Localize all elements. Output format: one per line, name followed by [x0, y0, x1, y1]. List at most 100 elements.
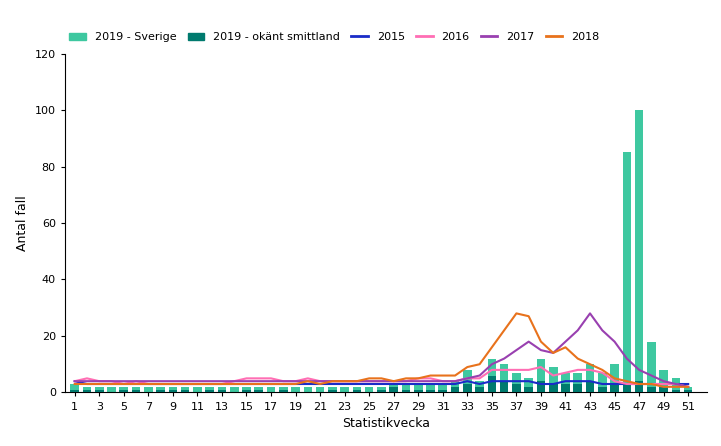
Bar [672, 390, 680, 392]
2015 [684, 381, 692, 387]
Y-axis label: Antal fall: Antal fall [16, 195, 29, 251]
Bar [279, 387, 288, 392]
Bar [365, 387, 373, 392]
Bar [377, 387, 386, 392]
Bar [536, 359, 545, 392]
Bar [524, 387, 533, 392]
Bar [304, 387, 312, 392]
Bar [377, 390, 386, 392]
Bar [353, 390, 361, 392]
2018 [524, 314, 533, 319]
Bar [524, 378, 533, 392]
Bar [610, 364, 619, 392]
Bar [634, 110, 643, 392]
Bar [684, 390, 692, 392]
Bar [451, 381, 459, 392]
Bar [438, 390, 447, 392]
Bar [622, 153, 631, 392]
Bar [684, 387, 692, 392]
2015 [524, 379, 533, 384]
Bar [132, 390, 141, 392]
Line: 2016: 2016 [75, 367, 688, 387]
Bar [672, 378, 680, 392]
Bar [647, 387, 655, 392]
2015 [218, 381, 226, 387]
Bar [487, 376, 496, 392]
2018 [659, 384, 668, 389]
2015 [71, 379, 79, 384]
Bar [573, 384, 582, 392]
Bar [585, 364, 594, 392]
Bar [205, 387, 214, 392]
Bar [512, 373, 521, 392]
Bar [500, 364, 508, 392]
2016 [255, 376, 263, 381]
Bar [95, 390, 104, 392]
Bar [402, 384, 410, 392]
2016 [205, 381, 214, 387]
Bar [573, 373, 582, 392]
2017 [267, 379, 275, 384]
Bar [328, 390, 337, 392]
Bar [463, 384, 472, 392]
Bar [144, 387, 153, 392]
Line: 2017: 2017 [75, 314, 688, 387]
2016 [536, 364, 545, 370]
2017 [671, 381, 680, 387]
Bar [561, 384, 570, 392]
Legend: 2019 - Sverige, 2019 - okänt smittland, 2015, 2016, 2017, 2018: 2019 - Sverige, 2019 - okänt smittland, … [65, 28, 604, 47]
Bar [475, 387, 484, 392]
Bar [610, 384, 619, 392]
Bar [536, 381, 545, 392]
Bar [389, 384, 398, 392]
Line: 2018: 2018 [75, 314, 688, 387]
Bar [389, 387, 398, 392]
2015 [671, 381, 680, 387]
Bar [634, 381, 643, 392]
2018 [671, 384, 680, 389]
Bar [426, 390, 435, 392]
2016 [267, 376, 275, 381]
Bar [169, 387, 177, 392]
Bar [402, 390, 410, 392]
Bar [279, 390, 288, 392]
Bar [659, 387, 668, 392]
2015 [487, 379, 496, 384]
Bar [181, 390, 190, 392]
2017 [512, 347, 521, 353]
2016 [512, 367, 521, 372]
Bar [353, 387, 361, 392]
Bar [500, 381, 508, 392]
Bar [218, 387, 226, 392]
Bar [181, 387, 190, 392]
2017 [475, 373, 484, 378]
Bar [95, 387, 104, 392]
Bar [291, 387, 300, 392]
Bar [71, 390, 79, 392]
Bar [230, 387, 239, 392]
2015 [267, 381, 275, 387]
Bar [71, 384, 79, 392]
Bar [487, 359, 496, 392]
Bar [512, 384, 521, 392]
Bar [585, 381, 594, 392]
Bar [255, 390, 263, 392]
Bar [242, 387, 251, 392]
Bar [107, 387, 116, 392]
Bar [340, 387, 349, 392]
Bar [463, 370, 472, 392]
Line: 2015: 2015 [75, 381, 688, 384]
X-axis label: Statistikvecka: Statistikvecka [342, 417, 430, 430]
Bar [647, 342, 655, 392]
2016 [684, 384, 692, 389]
2018 [205, 381, 214, 387]
2017 [255, 379, 263, 384]
2017 [71, 379, 79, 384]
2015 [83, 381, 92, 387]
2016 [71, 379, 79, 384]
Bar [451, 387, 459, 392]
2017 [684, 384, 692, 389]
Bar [169, 390, 177, 392]
Bar [549, 384, 557, 392]
2018 [71, 381, 79, 387]
